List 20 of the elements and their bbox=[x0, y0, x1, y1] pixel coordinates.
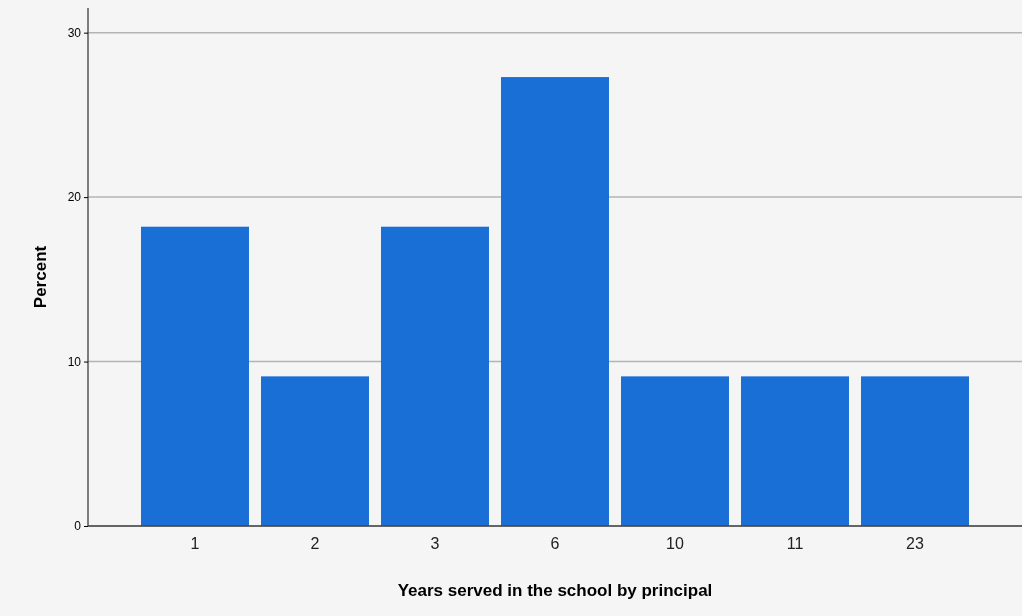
y-tick-label: 20 bbox=[67, 190, 82, 205]
x-tick-label: 2 bbox=[310, 535, 320, 553]
y-tick-label: 30 bbox=[67, 26, 82, 41]
bar bbox=[621, 376, 729, 526]
bar bbox=[741, 376, 849, 526]
y-tick-label: 0 bbox=[74, 519, 82, 534]
x-axis-title: Years served in the school by principal bbox=[397, 581, 713, 600]
bar bbox=[141, 226, 249, 526]
bar bbox=[381, 226, 489, 526]
y-axis-title: Percent bbox=[31, 245, 50, 309]
bar bbox=[261, 376, 369, 526]
x-tick-label: 6 bbox=[550, 535, 560, 553]
y-tick-label: 10 bbox=[67, 354, 82, 369]
bar bbox=[861, 376, 969, 526]
x-tick-label: 11 bbox=[786, 535, 804, 553]
x-tick-label: 23 bbox=[906, 535, 924, 553]
x-tick-label: 1 bbox=[190, 535, 200, 553]
x-tick-label: 3 bbox=[430, 535, 440, 553]
bar bbox=[501, 77, 609, 526]
x-tick-label: 10 bbox=[666, 535, 684, 553]
